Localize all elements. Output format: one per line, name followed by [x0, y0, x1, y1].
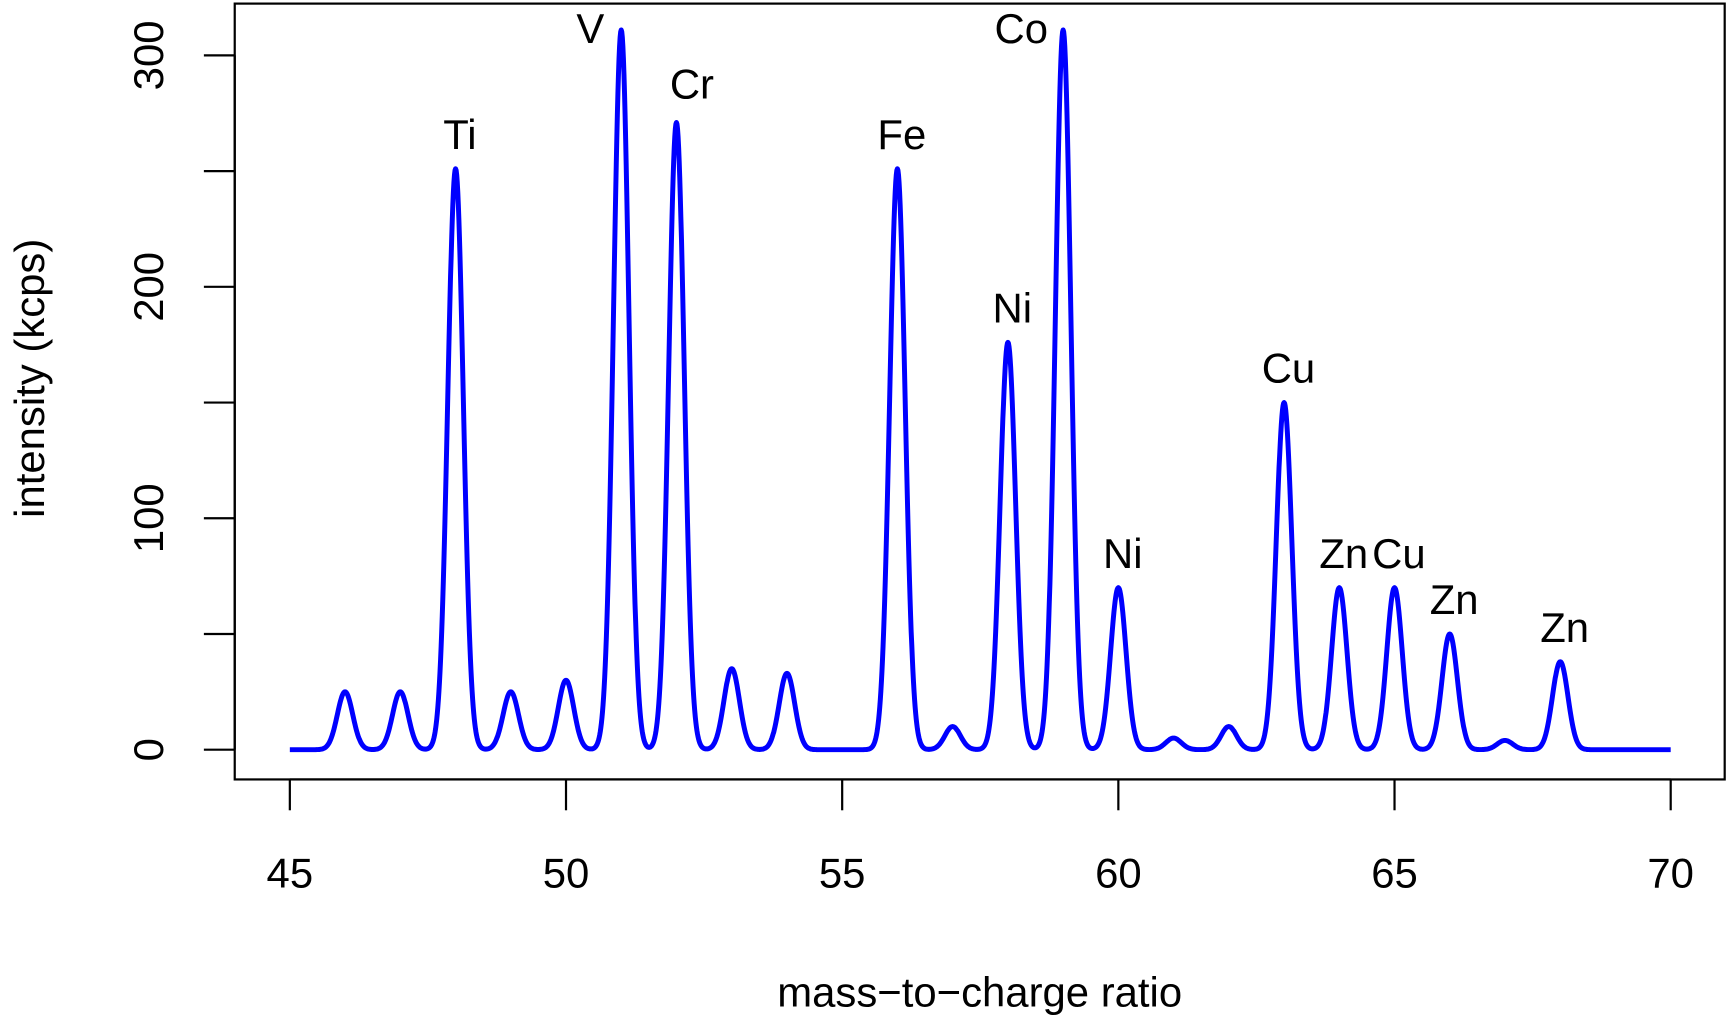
- y-axis-label: intensity (kcps): [6, 239, 53, 518]
- y-tick-label: 300: [125, 20, 172, 90]
- peak-label-zn: Zn: [1319, 530, 1368, 577]
- x-tick-label: 45: [267, 849, 314, 896]
- x-tick-label: 60: [1095, 849, 1142, 896]
- peak-label-fe: Fe: [877, 111, 926, 158]
- spectrum-line: [287, 27, 1673, 753]
- peak-label-cr: Cr: [670, 60, 714, 107]
- x-tick-label: 65: [1371, 849, 1418, 896]
- y-tick-label: 100: [125, 483, 172, 553]
- peak-label-ti: Ti: [443, 111, 476, 158]
- peak-label-cu: Cu: [1372, 530, 1426, 577]
- peak-label-zn: Zn: [1430, 576, 1479, 623]
- y-tick-label: 0: [125, 738, 172, 761]
- peak-label-zn: Zn: [1540, 604, 1589, 651]
- x-axis: 45 50 55 60 65 70: [267, 778, 1694, 896]
- x-axis-label: mass−to−charge ratio: [777, 968, 1182, 1015]
- peak-label-ni: Ni: [993, 285, 1033, 332]
- x-tick-label: 70: [1647, 849, 1694, 896]
- peak-label-ni: Ni: [1103, 530, 1143, 577]
- y-axis: 0 100 200 300: [125, 20, 236, 761]
- peak-label-co: Co: [994, 5, 1048, 52]
- x-tick-label: 55: [819, 849, 866, 896]
- peak-label-v: V: [576, 5, 604, 52]
- y-tick-label: 200: [125, 252, 172, 322]
- peak-label-cu: Cu: [1262, 345, 1316, 392]
- x-tick-label: 50: [543, 849, 590, 896]
